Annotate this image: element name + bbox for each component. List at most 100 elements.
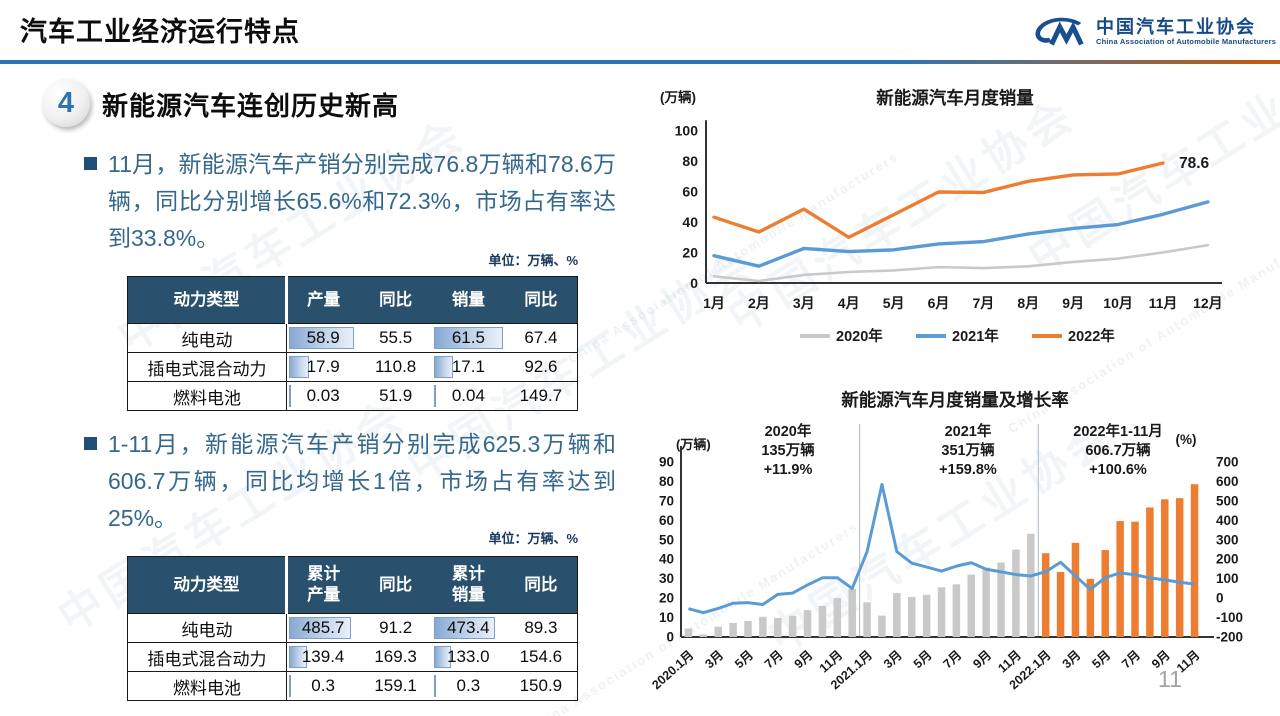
svg-text:400: 400 [1216,513,1239,528]
sales-bar [1190,484,1199,637]
caam-logo: 中国汽车工业协会 China Association of Automobile… [1030,12,1276,52]
svg-text:20: 20 [659,591,674,606]
table-row: 纯电动 485.7 91.2 473.4 89.3 [127,613,578,643]
svg-text:40: 40 [659,552,674,567]
section-title: 新能源汽车连创历史新高 [102,91,400,121]
value-cell: 51.9 [359,381,432,411]
svg-text:5月: 5月 [883,295,905,311]
svg-text:(%): (%) [1176,432,1197,447]
bullet-text: 11月，新能源汽车产销分别完成76.8万辆和78.6万辆，同比分别增长65.6%… [108,151,616,251]
svg-text:4月: 4月 [838,295,860,311]
year-annotation: 2020年 [765,422,812,440]
data-bar [289,356,309,378]
legend-label: 2021年 [952,327,999,345]
page-number: 11 [1158,666,1182,692]
svg-text:60: 60 [659,513,674,528]
column-header: 同比 [504,276,578,324]
data-bar [289,385,291,407]
data-bar [289,646,307,668]
svg-text:80: 80 [682,153,698,169]
x-tick-label: 7月 [762,648,786,671]
svg-text:20: 20 [682,244,698,260]
data-bar-cell: 0.3 [432,671,505,701]
data-bar-cell: 0.03 [286,381,360,411]
data-bar [289,327,355,349]
value-cell: 91.2 [359,613,432,643]
series-line-2022年 [712,161,1165,240]
sales-bar [997,562,1005,637]
sales-bar [922,594,931,637]
data-bar-cell: 133.0 [432,642,505,672]
bullet-item-cumulative: 1-11月，新能源汽车产销分别完成625.3万辆和606.7万辆，同比均增长1倍… [84,426,618,537]
x-tick-label: 3月 [881,648,905,671]
sales-bar [759,616,767,637]
svg-text:500: 500 [1216,493,1239,508]
x-tick-label: 5月 [911,648,935,671]
year-annotation: 351万辆 [941,441,995,459]
svg-text:新能源汽车月度销量及增长率: 新能源汽车月度销量及增长率 [841,390,1069,410]
svg-text:100: 100 [675,122,699,138]
value-cell: 149.7 [504,381,578,411]
section-number-badge: 4 [42,79,90,127]
year-annotation: +100.6% [1089,462,1147,478]
row-label: 插电式混合动力 [127,642,287,672]
sales-bar [803,610,812,637]
sales-bar [1131,521,1139,637]
data-bar [434,385,436,407]
row-label: 插电式混合动力 [127,352,287,382]
row-label: 纯电动 [127,613,287,643]
svg-text:3月: 3月 [793,295,815,311]
svg-text:0: 0 [666,630,674,645]
bullet-square-icon [84,437,97,450]
row-label: 燃料电池 [127,381,287,411]
table-row: 燃料电池 0.3 159.1 0.3 150.9 [127,671,578,701]
data-bar-cell: 17.9 [286,352,360,382]
data-bar-cell: 485.7 [286,613,360,643]
data-bar-cell: 58.9 [286,323,360,353]
sales-bar [982,567,990,637]
svg-text:6月: 6月 [928,295,950,311]
legend-label: 2022年 [1068,327,1115,345]
unit-note: 单位：万辆、% [488,531,578,546]
column-header: 销量 [432,276,505,324]
sales-bar [863,602,871,637]
svg-text:8月: 8月 [1017,295,1039,311]
data-bar-cell: 0.04 [432,381,505,411]
svg-text:1月: 1月 [703,295,725,311]
monthly-sales-line-chart: 新能源汽车月度销量 (万辆) 0 20 40 60 80 100 1月 2月 3月 4月 5月 6月 7月 8… [660,88,1223,345]
table-row: 插电式混合动力 17.9 110.8 17.1 92.6 [127,352,578,382]
sales-bar [744,621,752,637]
data-bar [434,327,503,349]
year-annotation: +11.9% [764,462,813,478]
svg-text:9月: 9月 [1062,295,1084,311]
sales-bar [1041,553,1050,637]
logo-org-name-en: China Association of Automobile Manufact… [1096,37,1277,47]
sales-bar [952,584,961,637]
bullet-item-november: 11月，新能源汽车产销分别完成76.8万辆和78.6万辆，同比分别增长65.6%… [84,146,618,257]
sales-bar [833,598,842,637]
sales-bar [788,615,797,637]
svg-text:90: 90 [659,455,674,470]
x-tick-label: 2020.1月 [649,648,696,692]
svg-text:200: 200 [1216,552,1239,567]
value-cell: 154.6 [504,642,578,672]
svg-text:600: 600 [1216,474,1239,489]
cumulative-table: 动力类型 累计 产量 同比 累计 销量 同比 纯电动 485.7 91.2 473.4 89.3 插… [127,556,578,701]
column-header: 同比 [359,556,432,614]
svg-text:50: 50 [659,532,674,547]
data-bar [434,617,495,639]
page-title: 汽车工业经济运行特点 [20,17,300,47]
table-row: 燃料电池 0.03 51.9 0.04 149.7 [127,381,578,411]
column-header: 同比 [504,556,578,614]
legend-label: 2020年 [836,327,883,345]
value-cell: 89.3 [504,613,578,643]
x-tick-label: 5月 [732,648,756,671]
sales-bar [907,596,916,637]
sales-bar [1146,507,1154,637]
svg-text:11月: 11月 [1149,295,1178,311]
svg-text:(万辆): (万辆) [676,437,711,452]
svg-text:12月: 12月 [1193,295,1223,311]
data-bar [434,646,452,668]
